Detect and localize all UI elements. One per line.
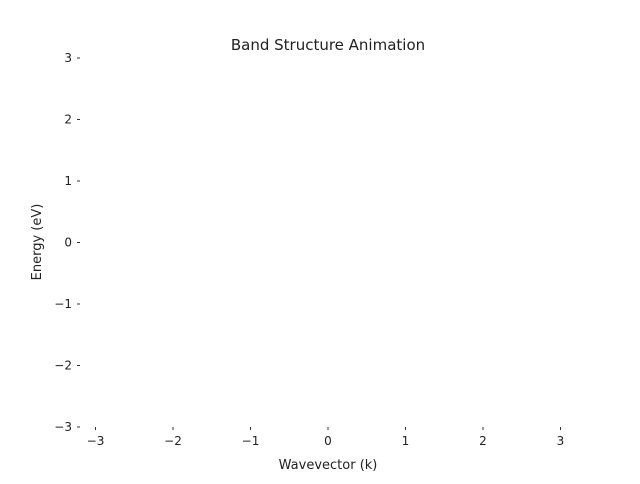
x-tick-label: −3 [87,434,105,448]
x-tick-label: 2 [479,434,487,448]
y-tick-label: −3 [54,420,72,434]
x-tick-label: 0 [324,434,332,448]
y-tick-label: 1 [64,174,72,188]
y-tick-label: 3 [64,51,72,65]
chart-title: Band Structure Animation [231,36,425,54]
y-tick-label: 0 [64,236,72,250]
x-axis-label: Wavevector (k) [279,458,378,473]
x-tick-label: −2 [164,434,182,448]
y-axis-label: Energy (eV) [30,204,45,281]
y-tick-label: −2 [54,359,72,373]
y-tick-label: 2 [64,113,72,127]
x-tick-label: 3 [557,434,565,448]
y-tick-label: −1 [54,297,72,311]
x-tick-label: −1 [242,434,260,448]
x-axis-ticks: −3 −2 −1 0 1 2 3 [87,427,565,448]
y-axis-ticks: −3 −2 −1 0 1 2 3 [54,51,80,434]
x-tick-label: 1 [402,434,410,448]
